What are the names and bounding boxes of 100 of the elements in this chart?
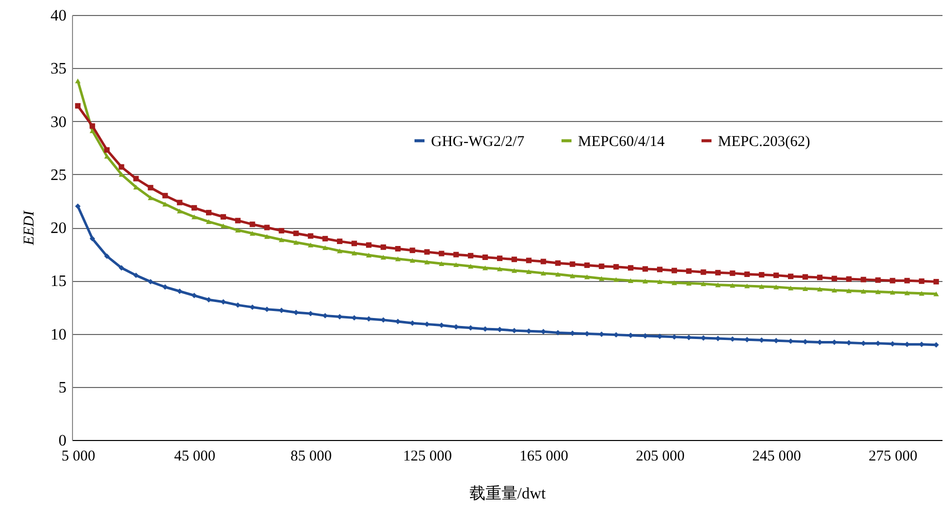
point <box>496 266 502 272</box>
point <box>672 268 678 274</box>
y-tick-label: 30 <box>50 114 66 131</box>
y-tick-label: 0 <box>58 432 66 450</box>
point <box>672 280 678 286</box>
point <box>584 274 590 280</box>
point <box>148 184 154 190</box>
point <box>322 245 328 250</box>
point <box>366 252 372 258</box>
point <box>744 284 750 288</box>
point <box>904 290 910 296</box>
point <box>802 274 808 280</box>
point <box>336 238 342 244</box>
point <box>700 281 706 286</box>
x-tick-label: 165 000 <box>519 448 568 464</box>
point <box>220 224 226 228</box>
point <box>162 202 168 206</box>
y-axis-title: EEDI <box>22 210 38 246</box>
point <box>890 278 896 284</box>
point <box>875 289 881 294</box>
point <box>424 249 430 255</box>
point <box>191 214 197 220</box>
y-tick-label: 5 <box>58 379 66 396</box>
y-tick-label: 35 <box>50 60 66 78</box>
point <box>773 272 779 278</box>
point <box>366 242 372 248</box>
point <box>336 248 342 254</box>
point <box>293 230 299 236</box>
point <box>788 274 794 280</box>
point <box>540 270 546 276</box>
point <box>744 272 750 277</box>
point <box>424 260 430 264</box>
point <box>308 233 314 239</box>
point <box>570 261 576 267</box>
y-tick-label: 40 <box>50 8 66 24</box>
point <box>90 123 96 129</box>
point <box>846 276 852 282</box>
point <box>235 218 241 224</box>
point <box>730 283 736 288</box>
point <box>410 248 416 254</box>
x-tick-label: 125 000 <box>403 448 452 464</box>
point <box>162 284 168 290</box>
point <box>438 261 444 266</box>
point <box>860 276 866 282</box>
point <box>148 278 154 284</box>
point <box>657 266 662 272</box>
point <box>642 266 648 272</box>
point <box>104 253 110 259</box>
point <box>482 266 488 270</box>
x-tick-label: 205 000 <box>636 448 685 464</box>
point <box>278 237 284 242</box>
point <box>860 288 866 294</box>
point <box>628 265 634 271</box>
point <box>758 272 764 278</box>
point <box>118 164 124 170</box>
point <box>933 278 939 284</box>
point <box>162 192 168 198</box>
point <box>133 272 139 278</box>
point <box>380 254 386 260</box>
x-tick-label: 85 000 <box>290 448 332 464</box>
x-tick-label: 275 000 <box>868 448 918 464</box>
point <box>104 147 110 153</box>
point <box>176 288 182 294</box>
x-axis-title: 载重量/dwt <box>469 484 546 502</box>
legend-label: GHG-WG2/2/7 <box>431 134 525 150</box>
point <box>352 240 357 246</box>
point <box>918 291 924 296</box>
point <box>410 258 416 263</box>
point <box>598 276 604 281</box>
point <box>512 268 518 273</box>
point <box>118 265 124 271</box>
point <box>176 200 182 206</box>
x-tick-label: 45 000 <box>174 448 216 464</box>
point <box>75 103 81 109</box>
point <box>206 219 212 224</box>
point <box>468 252 474 258</box>
point <box>613 264 619 270</box>
point <box>642 278 648 284</box>
point <box>904 278 910 284</box>
point <box>555 272 561 277</box>
legend-label: MEPC.203(62) <box>718 134 810 150</box>
point <box>250 222 256 228</box>
point <box>90 236 96 242</box>
y-tick-label: 15 <box>50 273 66 290</box>
point <box>496 256 502 262</box>
point <box>686 268 692 274</box>
point <box>715 270 721 276</box>
point <box>657 279 662 284</box>
point <box>75 78 81 84</box>
point <box>453 262 459 268</box>
point <box>206 210 212 216</box>
point <box>308 242 314 248</box>
y-tick-label: 10 <box>50 326 66 344</box>
point <box>628 278 634 283</box>
point <box>918 278 924 284</box>
point <box>133 176 139 182</box>
point <box>293 240 299 245</box>
point <box>758 284 764 289</box>
point <box>395 246 401 252</box>
point <box>555 260 561 266</box>
